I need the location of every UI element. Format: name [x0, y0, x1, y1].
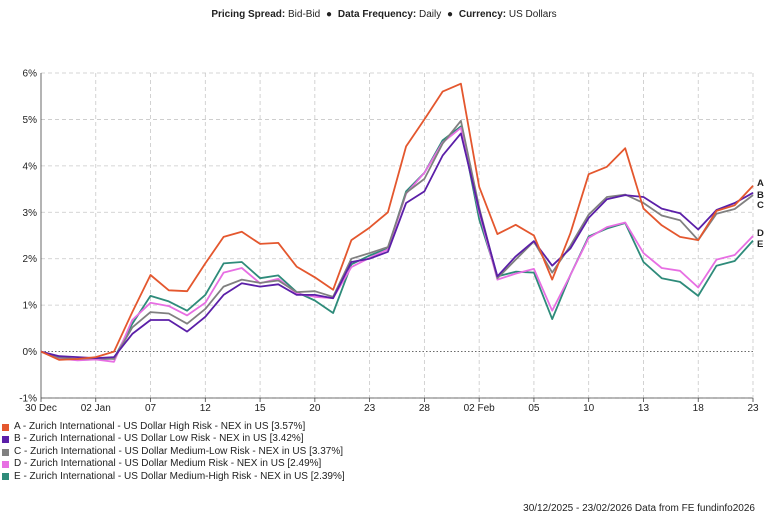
series-line-c	[40, 119, 754, 360]
currency-label: Currency:	[458, 9, 507, 20]
x-tick-label: 30 Dec	[25, 403, 57, 414]
legend-item-b[interactable]: B - Zurich International - US Dollar Low…	[2, 433, 345, 445]
series-line-a	[40, 82, 754, 361]
x-tick-label: 02 Feb	[464, 403, 496, 414]
legend-label-c: C - Zurich International - US Dollar Med…	[14, 445, 343, 457]
y-tick-label: -1%	[19, 394, 37, 405]
x-tick-label: 28	[419, 403, 431, 414]
x-tick-label: 20	[309, 403, 321, 414]
end-label-e: E	[757, 239, 763, 250]
x-tick-label: 23	[747, 403, 759, 414]
legend-swatch-e	[2, 473, 9, 481]
currency-value: US Dollars	[508, 9, 557, 20]
chart-legend: A - Zurich International - US Dollar Hig…	[2, 421, 345, 483]
series-line-b	[40, 132, 754, 360]
x-tick-label: 10	[583, 403, 595, 414]
x-tick-label: 18	[693, 403, 705, 414]
y-tick-label: 0%	[23, 347, 38, 358]
end-label-d: D	[757, 228, 764, 239]
pricing-spread-value: Bid-Bid	[288, 9, 321, 20]
x-tick-label: 23	[364, 403, 376, 414]
y-tick-label: 5%	[23, 115, 38, 126]
series-line-d	[40, 126, 754, 363]
end-label-c: C	[757, 200, 764, 211]
header-separator: ●	[326, 9, 333, 20]
legend-swatch-b	[2, 436, 9, 444]
data-frequency-label: Data Frequency:	[337, 9, 417, 20]
legend-swatch-d	[2, 460, 9, 468]
x-tick-label: 02 Jan	[81, 403, 111, 414]
legend-swatch-c	[2, 448, 9, 456]
y-tick-label: 4%	[23, 161, 38, 172]
x-tick-label: 13	[638, 403, 650, 414]
data-frequency-value: Daily	[419, 9, 442, 20]
data-source-footer: 30/12/2025 - 23/02/2026 Data from FE fun…	[523, 503, 755, 514]
legend-label-d: D - Zurich International - US Dollar Med…	[14, 458, 322, 470]
legend-label-b: B - Zurich International - US Dollar Low…	[14, 433, 304, 445]
legend-label-e: E - Zurich International - US Dollar Med…	[14, 470, 345, 482]
legend-swatch-a	[2, 423, 9, 431]
y-tick-label: 6%	[23, 69, 38, 80]
y-tick-label: 2%	[23, 254, 38, 265]
header-separator: ●	[447, 9, 454, 20]
line-chart: -1% 0% 1% 2% 3% 4% 5% 6% 30 Dec 02 Jan 07 12 15 20 23 2…	[19, 69, 764, 415]
y-tick-label: 3%	[23, 208, 38, 219]
x-tick-label: 12	[200, 403, 212, 414]
end-label-b: B	[757, 190, 764, 201]
end-label-a: A	[757, 178, 764, 189]
series-line-e	[40, 125, 754, 361]
y-tick-label: 1%	[23, 301, 38, 312]
legend-item-a[interactable]: A - Zurich International - US Dollar Hig…	[2, 421, 345, 433]
x-tick-label: 07	[145, 403, 157, 414]
pricing-spread-label: Pricing Spread:	[211, 9, 286, 20]
chart-header: Pricing Spread: Bid-Bid ● Data Frequency…	[0, 9, 768, 20]
x-tick-label: 05	[528, 403, 540, 414]
legend-item-c[interactable]: C - Zurich International - US Dollar Med…	[2, 446, 345, 458]
legend-item-d[interactable]: D - Zurich International - US Dollar Med…	[2, 458, 345, 470]
x-tick-label: 15	[255, 403, 267, 414]
legend-item-e[interactable]: E - Zurich International - US Dollar Med…	[2, 471, 345, 483]
legend-label-a: A - Zurich International - US Dollar Hig…	[14, 421, 306, 432]
